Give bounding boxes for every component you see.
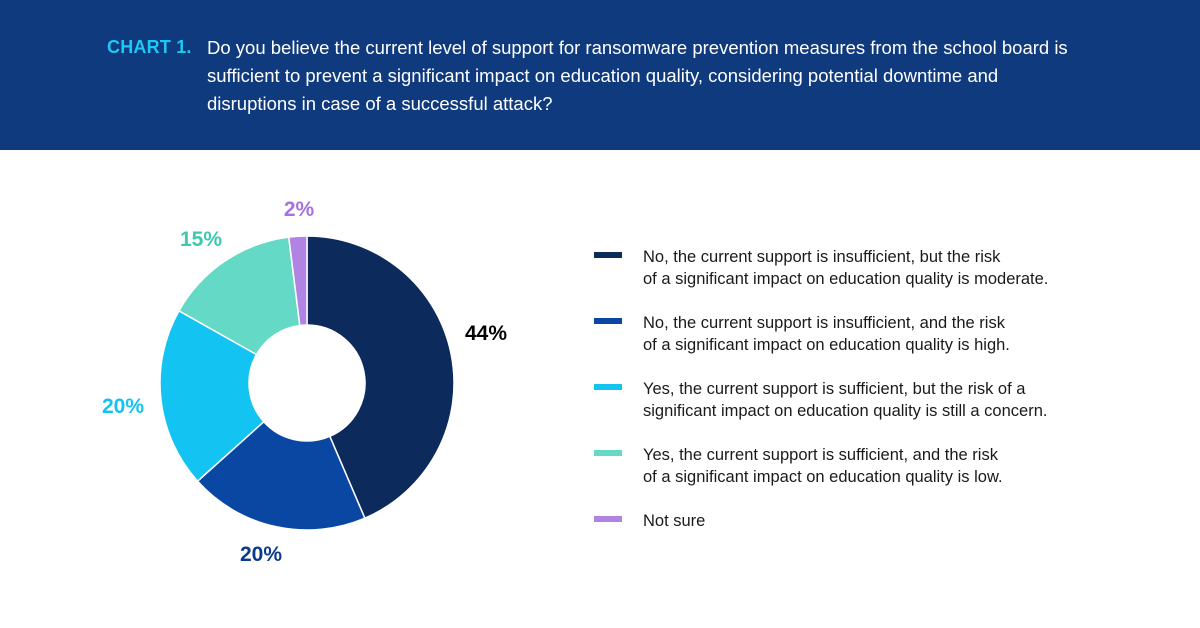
legend-item: No, the current support is insufficient,…: [594, 312, 1154, 378]
donut-slice: [287, 235, 308, 327]
slice-value-label: 20%: [102, 395, 144, 418]
legend-label: Not sure: [643, 512, 706, 530]
header-banner: CHART 1. Do you believe the current leve…: [0, 0, 1200, 150]
donut-chart: 44% 20% 20% 15% 2%: [102, 198, 507, 566]
legend-label: No, the current support is insufficient,…: [643, 314, 1010, 354]
donut-slice: [177, 236, 301, 356]
legend-label: No, the current support is insufficient,…: [643, 248, 1049, 288]
slice-value-label: 44%: [465, 322, 507, 345]
legend-swatch: [594, 252, 622, 258]
legend: No, the current support is insufficient,…: [594, 246, 1154, 576]
legend-swatch: [594, 318, 622, 324]
slice-value-label: 2%: [284, 198, 315, 221]
chart-number: CHART 1.: [107, 37, 192, 57]
legend-item: Yes, the current support is sufficient, …: [594, 444, 1154, 510]
donut-slice: [196, 420, 366, 531]
slice-value-label: 20%: [240, 543, 282, 566]
donut-slice: [306, 235, 455, 520]
legend-swatch: [594, 450, 622, 456]
slice-value-label: 15%: [180, 228, 222, 251]
legend-item: Not sure: [594, 510, 1154, 576]
legend-item: Yes, the current support is sufficient, …: [594, 378, 1154, 444]
legend-swatch: [594, 516, 622, 522]
chart-question: Do you believe the current level of supp…: [207, 37, 1068, 114]
legend-swatch: [594, 384, 622, 390]
legend-label: Yes, the current support is sufficient, …: [643, 380, 1048, 420]
donut-slice: [159, 309, 265, 483]
legend-label: Yes, the current support is sufficient, …: [643, 446, 1003, 486]
legend-item: No, the current support is insufficient,…: [594, 246, 1154, 312]
